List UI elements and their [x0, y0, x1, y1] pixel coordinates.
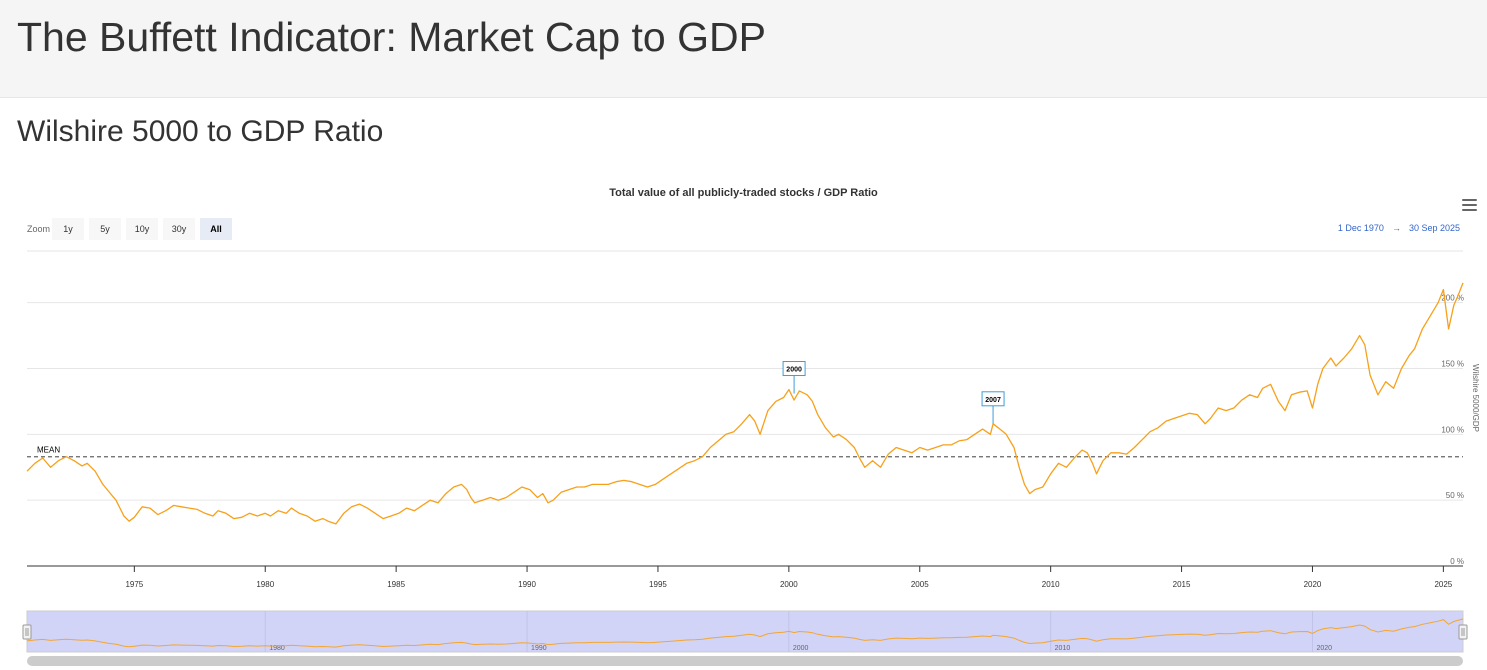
y-tick-label: 0 % — [1450, 557, 1464, 566]
navigator-label: 2000 — [793, 645, 809, 652]
navigator[interactable]: 1980 1990 2000 2010 2020 — [0, 605, 1487, 670]
handle-grip — [1458, 624, 1468, 640]
x-tick-label: 2010 — [1042, 580, 1060, 589]
date-range: 1 Dec 1970 → 30 Sep 2025 — [1338, 223, 1460, 233]
y-tick-label: 150 % — [1441, 360, 1464, 369]
y-tick-label: 100 % — [1441, 425, 1464, 434]
flag-box — [981, 391, 1005, 407]
zoom-button-all[interactable]: All — [200, 218, 232, 240]
zoom-button-5y[interactable]: 5y — [89, 218, 121, 240]
x-tick-label: 1975 — [125, 580, 143, 589]
navigator-label: 1990 — [531, 645, 547, 652]
flag-box — [782, 361, 806, 377]
x-tick-label: 2015 — [1173, 580, 1191, 589]
navigator-label: 2010 — [1055, 645, 1071, 652]
x-tick-label: 1995 — [649, 580, 667, 589]
flag-label: 2007 — [985, 397, 1001, 404]
page-title: The Buffett Indicator: Market Cap to GDP — [17, 14, 766, 60]
flag-2007[interactable]: 2007 — [981, 391, 1005, 424]
section-title: Wilshire 5000 to GDP Ratio — [17, 115, 384, 148]
y-tick-label: 200 % — [1441, 294, 1464, 303]
series-line[interactable] — [26, 282, 1464, 525]
y-axis-title: Wilshire 5000/GDP — [1471, 364, 1480, 432]
navigator-right-handle[interactable] — [1458, 624, 1468, 640]
navigator-label: 2020 — [1316, 645, 1332, 652]
zoom-button-30y[interactable]: 30y — [163, 218, 195, 240]
x-tick-label: 2000 — [780, 580, 798, 589]
navigator-scrollbar[interactable] — [27, 656, 1463, 666]
zoom-label: Zoom — [27, 224, 51, 234]
date-from-input[interactable]: 1 Dec 1970 — [1337, 223, 1384, 233]
mean-label: MEAN — [37, 446, 60, 455]
x-tick-label: 1985 — [387, 580, 405, 589]
hamburger-menu-icon[interactable] — [1458, 195, 1480, 215]
navigator-series — [26, 618, 1464, 648]
handle-grip — [22, 624, 32, 640]
page-header: The Buffett Indicator: Market Cap to GDP — [0, 0, 1487, 98]
x-tick-label: 1990 — [518, 580, 536, 589]
zoom-button-10y[interactable]: 10y — [126, 218, 158, 240]
chart-title: Total value of all publicly-traded stock… — [609, 187, 878, 199]
navigator-left-handle[interactable] — [22, 624, 32, 640]
y-tick-label: 50 % — [1446, 491, 1464, 500]
zoom-button-1y[interactable]: 1y — [52, 218, 84, 240]
x-tick-label: 2005 — [911, 580, 929, 589]
flag-2000[interactable]: 2000 — [782, 361, 806, 394]
x-tick-label: 2020 — [1304, 580, 1322, 589]
navigator-mask — [26, 610, 1464, 653]
date-to-input[interactable]: 30 Sep 2025 — [1408, 223, 1460, 233]
x-tick-label: 1980 — [256, 580, 274, 589]
x-tick-label: 2025 — [1434, 580, 1452, 589]
flag-label: 2000 — [786, 367, 802, 374]
date-range-arrow-icon: → — [1391, 223, 1401, 233]
main-chart[interactable]: 0 % 50 % 100 % 150 % 200 % 1975 1980 1985 1990 19… — [0, 245, 1487, 600]
navigator-label: 1980 — [269, 645, 285, 652]
